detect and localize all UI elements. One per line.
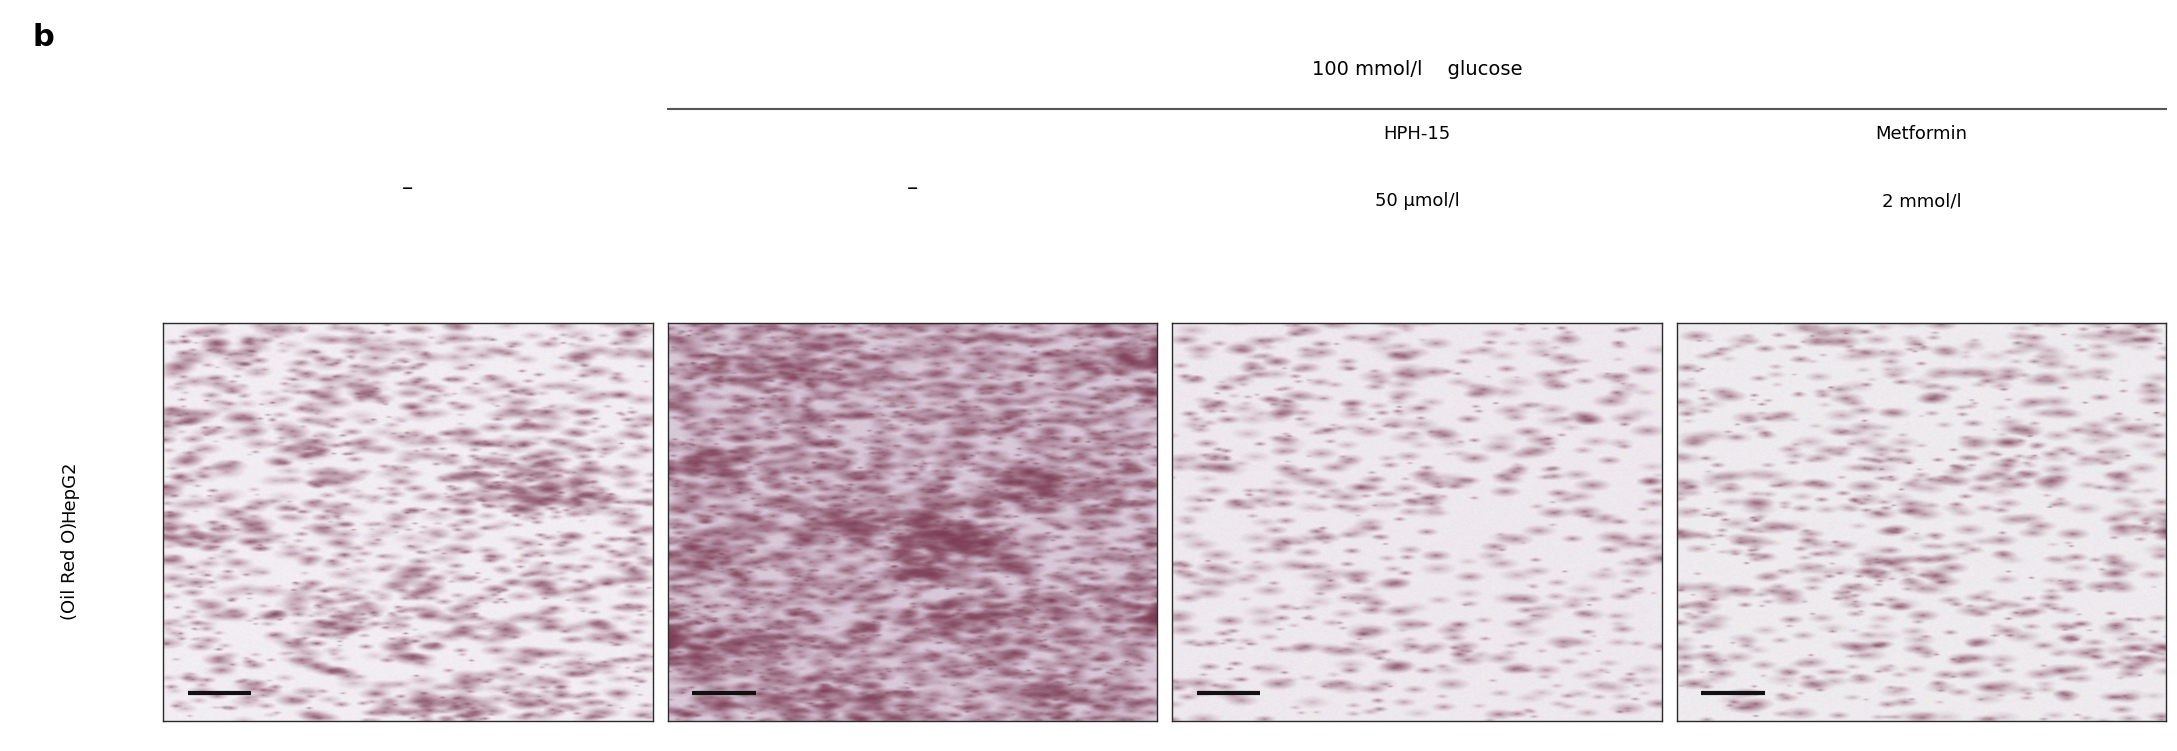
Text: –: – xyxy=(908,178,919,198)
Text: –: – xyxy=(403,178,414,198)
Text: 2 mmol/l: 2 mmol/l xyxy=(1881,192,1961,210)
Text: Metformin: Metformin xyxy=(1874,125,1968,143)
Text: 50 μmol/l: 50 μmol/l xyxy=(1374,192,1459,210)
Text: b: b xyxy=(33,23,54,52)
Text: HPH-15: HPH-15 xyxy=(1382,125,1450,143)
Text: (Oil Red O): (Oil Red O) xyxy=(61,522,78,620)
Text: 100 mmol/l    glucose: 100 mmol/l glucose xyxy=(1313,60,1522,79)
Text: HepG2: HepG2 xyxy=(61,460,78,522)
